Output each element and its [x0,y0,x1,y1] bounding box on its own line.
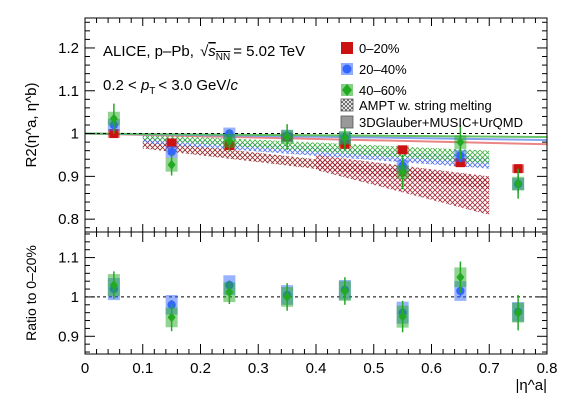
main-point-40-60-7 [514,178,523,189]
kinematic-annotation: 0.2 < pT < 3.0 GeV/c [103,77,239,97]
ratio-point-40-60-1 [167,312,176,323]
ratio-point-40-60-0 [109,280,118,291]
glauber-line-2 [84,132,548,138]
legend-swatch-ampt [340,98,354,112]
x-tick-label: 0 [81,360,89,377]
model-curves [84,132,548,215]
legend-swatch-20-40 [342,64,352,74]
main-point-20-40-1 [167,147,176,157]
x-axis-label: |η^a| [515,377,547,394]
kin-high: < 3.0 GeV/ [158,77,231,94]
x-tick-label: 0.4 [306,360,327,377]
energy-subscript: NN [216,52,230,63]
ratio-ytick-label: 1.1 [58,250,79,267]
main-point-40-60-2 [225,135,234,146]
main-point-40-60-6 [456,137,465,148]
legend-label-0-20: 0–20% [359,41,400,56]
energy-variable: s [208,43,216,60]
legend: 0–20% 20–40% 40–60% AMPT w. string melti… [340,41,523,130]
sqrt-symbol: √ [200,43,209,60]
main-point-0-20-1 [167,138,177,148]
main-x-ticks [84,18,548,232]
x-tick-label: 0.1 [132,360,153,377]
ratio-data-points [107,261,525,333]
x-tick-label: 0.6 [421,360,442,377]
legend-swatch-40-60 [342,84,352,96]
ratio-point-40-60-4 [340,286,349,297]
x-tick-label: 0.2 [190,360,211,377]
main-ytick-label: 1.2 [58,40,79,57]
system-prefix: ALICE, p–Pb, [103,43,194,60]
ratio-y-ticks: 0.9 1 1.1 [58,233,547,353]
legend-swatch-0-20 [341,42,353,54]
kin-sub: T [149,86,155,97]
legend-swatch-3dglauber [340,115,354,129]
main-point-40-60-1 [167,159,176,170]
legend-label-3dglauber: 3DGlauber+MUSIC+UrQMD [359,115,523,130]
legend-label-40-60: 40–60% [359,83,407,98]
main-point-40-60-0 [109,113,118,124]
ratio-ytick-label: 1 [71,289,79,306]
system-annotation: ALICE, p–Pb, √sNN = 5.02 TeV [103,43,305,63]
ratio-point-40-60-7 [514,307,523,318]
x-tick-label: 0.5 [363,360,384,377]
main-ytick-label: 0.9 [58,168,79,185]
ratio-panel: 0.9 1 1.1 0 0.1 0.2 0.3 0.4 0.5 0.6 0.7 0.8 Ratio … [23,231,558,394]
x-tick-label: 0.3 [248,360,269,377]
ratio-ytick-label: 0.9 [58,328,79,345]
ratio-point-40-60-6 [456,272,465,283]
main-y-axis-label: R2(η^a, η^b) [23,83,40,168]
x-tick-label: 0.8 [537,360,558,377]
ratio-y-axis-label: Ratio to 0–20% [23,245,39,341]
kin-low: 0.2 < [103,77,137,94]
ratio-point-40-60-3 [283,291,292,302]
main-y-axis-label-text: R2(η^a, η^b) [23,83,40,168]
legend-label-20-40: 20–40% [359,62,407,77]
main-y-ticks: 0.8 0.9 1 1.1 1.2 [58,21,547,229]
main-ytick-label: 1 [71,126,79,143]
ratio-y-axis-label-text: Ratio to 0–20% [23,245,39,341]
x-tick-label: 0.7 [479,360,500,377]
main-point-0-20-6 [455,158,465,168]
kin-unit: c [231,77,239,94]
main-panel: 0.8 0.9 1 1.1 1.2 R2(η^a, η^b) ALICE, p–Pb, … [23,17,548,233]
kin-var: p [140,77,149,94]
ratio-point-40-60-2 [225,287,234,298]
main-point-40-60-3 [283,131,292,142]
ratio-point-40-60-5 [398,311,407,322]
main-point-0-20-5 [398,145,408,155]
energy-value: = 5.02 TeV [233,43,305,60]
ratio-panel-frame [84,231,548,355]
main-point-40-60-5 [398,167,407,178]
main-ytick-label: 1.1 [58,83,79,100]
legend-label-ampt: AMPT w. string melting [359,98,492,113]
main-point-40-60-4 [340,132,349,143]
ratio-x-ticks: 0 0.1 0.2 0.3 0.4 0.5 0.6 0.7 0.8 [81,232,558,377]
data-points [107,103,525,199]
main-ytick-label: 0.8 [58,211,79,228]
